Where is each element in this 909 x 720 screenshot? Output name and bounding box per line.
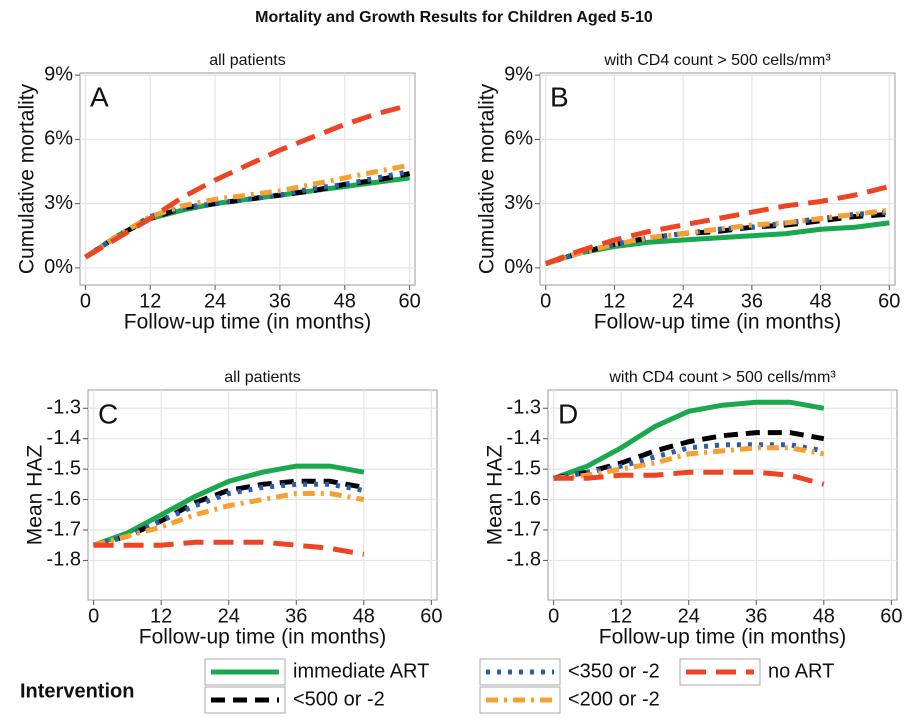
- x-tick-label: 12: [603, 290, 625, 312]
- x-axis-label: Follow-up time (in months): [599, 626, 846, 649]
- y-tick-label: 9%: [44, 63, 73, 85]
- series-line: [544, 207, 890, 266]
- x-tick-label: 12: [139, 290, 161, 312]
- x-tick-label: 24: [204, 290, 226, 312]
- y-tick-label: -1.8: [507, 549, 541, 571]
- x-tick-label: 36: [745, 605, 767, 627]
- legend-label: <350 or -2: [568, 660, 660, 682]
- x-tick-label: 48: [809, 290, 831, 312]
- series-line: [92, 463, 365, 548]
- series-line: [84, 102, 411, 260]
- y-axis-label: Mean HAZ: [24, 445, 47, 546]
- legend-label: immediate ART: [293, 660, 429, 682]
- panel-subtitle: with CD4 count > 500 cells/mm³: [603, 52, 831, 69]
- y-tick-label: -1.6: [507, 488, 541, 510]
- y-tick-label: -1.7: [47, 518, 81, 540]
- y-tick-label: 6%: [504, 128, 533, 150]
- x-tick-label: 12: [610, 605, 632, 627]
- x-tick-label: 48: [813, 605, 835, 627]
- y-tick-label: 9%: [504, 63, 533, 85]
- y-axis-label: Cumulative mortality: [16, 83, 39, 274]
- y-tick-label: 3%: [504, 192, 533, 214]
- y-tick-label: -1.4: [47, 427, 81, 449]
- x-tick-label: 60: [880, 605, 902, 627]
- y-tick-label: -1.5: [47, 457, 81, 479]
- panel-label: D: [558, 398, 578, 429]
- y-tick-label: -1.8: [47, 549, 81, 571]
- y-tick-label: -1.4: [507, 427, 541, 449]
- panel-label: A: [90, 81, 109, 112]
- x-tick-label: 0: [548, 605, 559, 627]
- series-line: [92, 491, 365, 548]
- panel-label: C: [98, 398, 118, 429]
- y-tick-label: -1.6: [47, 488, 81, 510]
- x-tick-label: 36: [285, 605, 307, 627]
- x-tick-label: 0: [80, 290, 91, 312]
- series-line: [552, 399, 825, 481]
- figure-title: Mortality and Growth Results for Childre…: [255, 9, 653, 26]
- plot-background: [87, 389, 438, 601]
- x-tick-label: 24: [218, 605, 240, 627]
- y-tick-label: 0%: [44, 256, 73, 278]
- y-tick-label: -1.3: [507, 397, 541, 419]
- x-tick-label: 48: [353, 605, 375, 627]
- x-axis-label: Follow-up time (in months): [124, 311, 371, 334]
- x-tick-label: 60: [398, 290, 420, 312]
- plot-background: [539, 72, 896, 286]
- legend-label: <200 or -2: [568, 688, 660, 710]
- legend-title: Intervention: [20, 680, 134, 702]
- plot-background: [547, 389, 898, 601]
- legend-label: no ART: [768, 660, 834, 682]
- panel-subtitle: with CD4 count > 500 cells/mm³: [608, 369, 836, 386]
- x-tick-label: 60: [878, 290, 900, 312]
- y-axis-label: Mean HAZ: [484, 445, 507, 546]
- x-tick-label: 0: [540, 290, 551, 312]
- legend-label: <500 or -2: [293, 688, 385, 710]
- x-axis-label: Follow-up time (in months): [139, 626, 386, 649]
- x-tick-label: 36: [269, 290, 291, 312]
- series-line: [553, 469, 825, 487]
- y-tick-label: 6%: [44, 128, 73, 150]
- y-tick-label: -1.7: [507, 518, 541, 540]
- series-line: [544, 184, 890, 266]
- x-tick-label: 12: [150, 605, 172, 627]
- panel-label: B: [550, 81, 569, 112]
- series-line: [93, 539, 365, 557]
- y-tick-label: 3%: [44, 192, 73, 214]
- x-tick-label: 36: [741, 290, 763, 312]
- x-tick-label: 48: [334, 290, 356, 312]
- panel-subtitle: all patients: [209, 52, 286, 69]
- x-tick-label: 24: [672, 290, 694, 312]
- x-tick-label: 60: [420, 605, 442, 627]
- y-axis-label: Cumulative mortality: [476, 83, 499, 274]
- x-tick-label: 24: [678, 605, 700, 627]
- panel-subtitle: all patients: [224, 369, 301, 386]
- series-line: [553, 442, 825, 481]
- y-tick-label: 0%: [504, 256, 533, 278]
- x-axis-label: Follow-up time (in months): [594, 311, 841, 334]
- y-tick-label: -1.5: [507, 457, 541, 479]
- x-tick-label: 0: [88, 605, 99, 627]
- series-line: [553, 445, 825, 481]
- y-tick-label: -1.3: [47, 397, 81, 419]
- plot-background: [79, 72, 416, 286]
